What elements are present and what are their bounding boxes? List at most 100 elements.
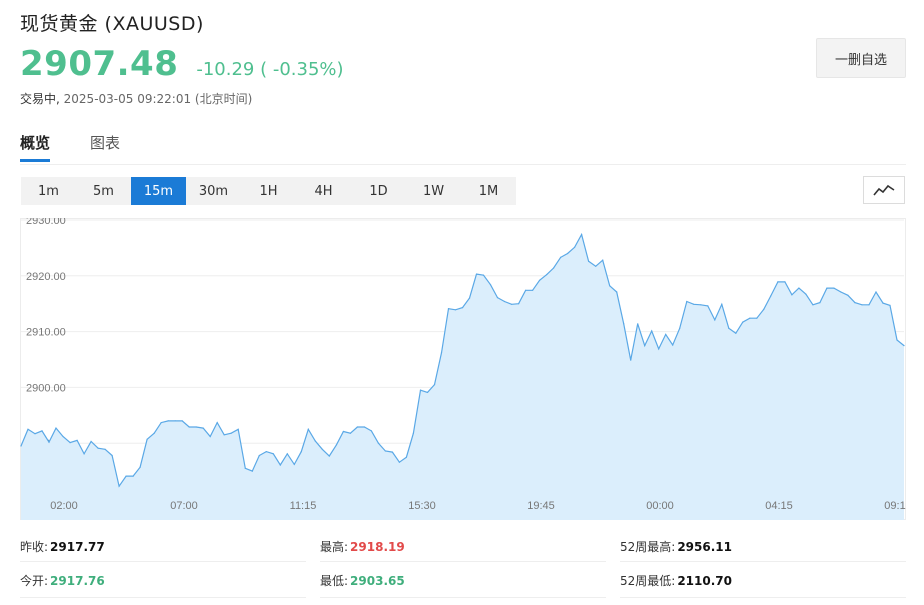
x-tick-label: 02:00 <box>50 500 78 512</box>
price-point <box>426 391 429 393</box>
tab-overview[interactable]: 概览 <box>20 132 51 162</box>
price-point <box>265 451 267 453</box>
price-point <box>651 330 653 332</box>
price-point <box>160 422 162 424</box>
trading-status: 交易中, 2025-03-05 09:22:01 (北京时间) <box>20 90 252 107</box>
price-point <box>903 345 905 347</box>
price-point <box>595 265 597 267</box>
y-tick-label: 2900.00 <box>26 382 66 394</box>
price-point <box>882 302 884 304</box>
price-area <box>21 234 904 520</box>
price-point <box>861 304 863 306</box>
price-point <box>258 454 260 457</box>
price-point <box>763 308 765 310</box>
price-point <box>188 426 190 428</box>
stat-52w-low-value: 2110.70 <box>677 574 732 588</box>
price-point <box>314 440 316 442</box>
price-point <box>279 464 281 466</box>
price-point <box>405 456 407 458</box>
x-tick-label: 00:00 <box>646 500 674 512</box>
interval-4h[interactable]: 4H <box>314 183 333 199</box>
price-point <box>454 309 457 311</box>
stat-prev-close: 昨收: 2917.77 <box>20 538 105 555</box>
price-point <box>202 427 204 429</box>
interval-30m[interactable]: 30m <box>198 183 229 199</box>
price-point <box>503 300 506 303</box>
price-point <box>419 389 422 391</box>
stat-divider <box>320 597 606 598</box>
stat-52w-low-label: 52周最低: <box>620 574 676 588</box>
tab-chart[interactable]: 图表 <box>90 134 121 152</box>
price-point <box>630 359 632 361</box>
interval-1w[interactable]: 1W <box>422 183 445 199</box>
price-point <box>237 428 239 430</box>
price-point <box>468 297 471 299</box>
price-point <box>41 430 43 432</box>
view-tabs: 概览 图表 <box>20 132 160 162</box>
x-tick-label: 04:15 <box>765 500 793 512</box>
price-change: -10.29 ( -0.35%) <box>196 59 344 80</box>
price-point <box>889 304 891 306</box>
stat-open: 今开: 2917.76 <box>20 572 105 589</box>
price-point <box>742 321 744 323</box>
price-point <box>812 304 814 306</box>
price-point <box>686 300 688 303</box>
price-point <box>735 332 737 334</box>
instrument-title: 现货黄金 (XAUUSD) <box>20 13 204 35</box>
quote-timestamp: 2025-03-05 09:22:01 (北京时间) <box>63 92 253 106</box>
interval-1m[interactable]: 1m <box>38 183 59 199</box>
stat-high-label: 最高: <box>320 540 349 554</box>
tab-divider <box>20 164 906 165</box>
price-point <box>97 447 99 449</box>
price-point <box>728 327 730 329</box>
price-point <box>482 274 485 276</box>
chart-type-toggle[interactable] <box>863 176 905 204</box>
price-point <box>847 294 849 296</box>
price-point <box>216 422 218 424</box>
price-point <box>328 455 330 457</box>
price-point <box>209 435 211 438</box>
price-point <box>412 432 414 434</box>
price-point <box>321 448 323 450</box>
stat-high: 最高: 2918.19 <box>320 538 405 555</box>
price-point <box>195 426 197 428</box>
price-point <box>700 304 702 306</box>
price-point <box>69 442 71 444</box>
price-point <box>293 463 295 465</box>
remove-watchlist-button[interactable]: 一删自选 <box>816 38 906 78</box>
price-point <box>553 267 555 269</box>
price-point <box>83 453 85 455</box>
price-point <box>146 438 148 440</box>
interval-1mo[interactable]: 1M <box>478 183 499 199</box>
price-point <box>230 432 232 434</box>
interval-15m[interactable]: 15m <box>131 177 186 205</box>
price-point <box>784 281 786 283</box>
price-point <box>637 323 639 325</box>
price-point <box>300 451 302 453</box>
interval-5m[interactable]: 5m <box>93 183 114 199</box>
price-point <box>693 303 695 305</box>
price-point <box>567 252 569 255</box>
price-point <box>223 434 225 436</box>
price-point <box>167 420 169 422</box>
price-point <box>433 384 436 386</box>
price-point <box>644 345 646 347</box>
price-point <box>335 444 337 446</box>
price-point <box>798 287 800 289</box>
price-point <box>174 420 176 422</box>
stat-52w-high-label: 52周最高: <box>620 540 676 554</box>
price-row: 2907.48 -10.29 ( -0.35%) <box>20 44 344 84</box>
price-point <box>461 307 464 309</box>
interval-1h[interactable]: 1H <box>259 183 278 199</box>
price-chart: 2930.002920.002910.002900.002890.002880.… <box>20 218 906 520</box>
price-point <box>496 297 499 299</box>
price-point <box>153 432 155 434</box>
stat-52w-low: 52周最低: 2110.70 <box>620 572 732 589</box>
interval-1d[interactable]: 1D <box>369 183 388 199</box>
stat-52w-high: 52周最高: 2956.11 <box>620 538 732 555</box>
price-point <box>602 259 604 261</box>
price-point <box>665 333 667 335</box>
price-point <box>854 302 856 304</box>
price-point <box>104 448 106 450</box>
